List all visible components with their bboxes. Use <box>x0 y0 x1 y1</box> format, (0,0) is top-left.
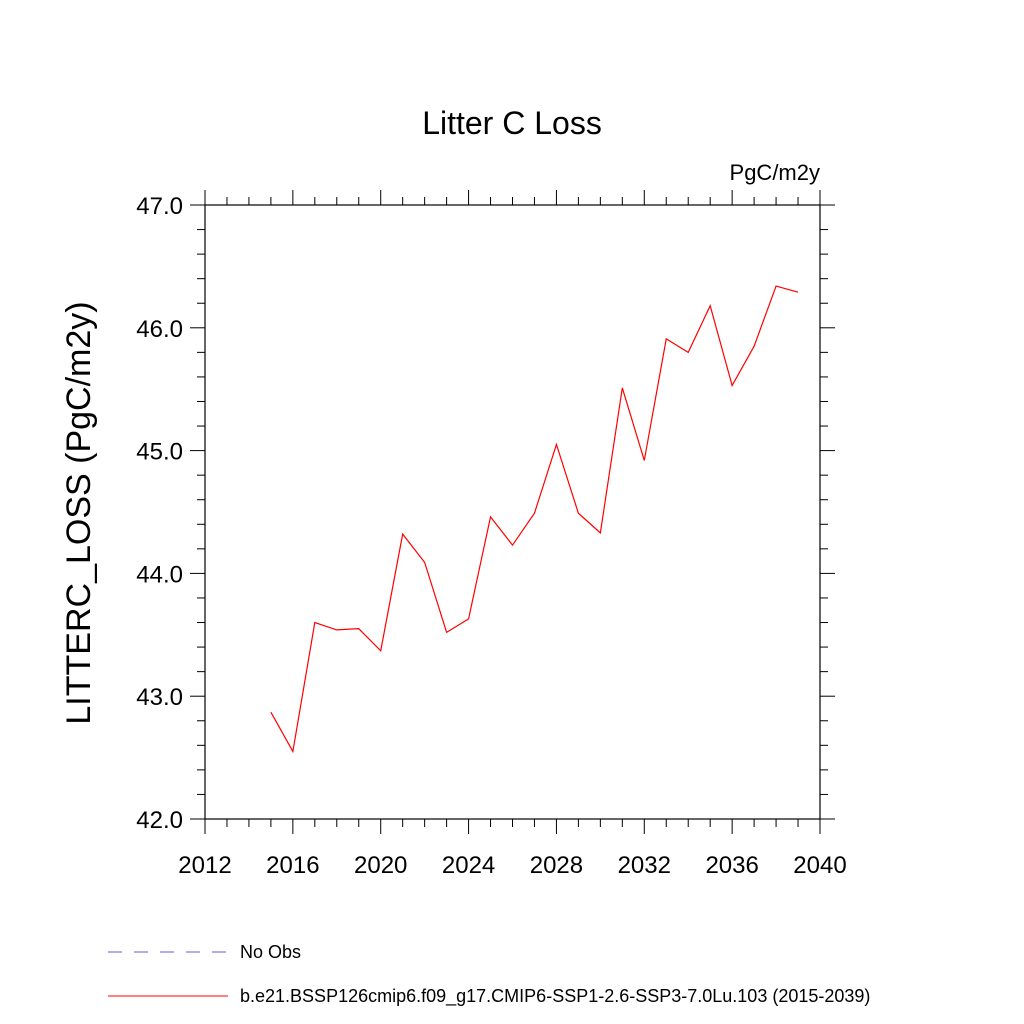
y-tick-label: 45.0 <box>136 439 183 466</box>
y-tick-label: 42.0 <box>136 807 183 834</box>
data-point <box>533 512 536 515</box>
x-tick-label: 2012 <box>178 852 231 879</box>
x-tick-label: 2024 <box>442 852 495 879</box>
data-point <box>467 617 470 620</box>
data-point <box>643 459 646 462</box>
data-point <box>489 515 492 518</box>
y-tick-label: 46.0 <box>136 316 183 343</box>
axes: 2012 2016 2020 2024 2028 2032 2036 2040 42.0 43.0… <box>136 190 847 879</box>
x-tick-label: 2020 <box>354 852 407 879</box>
data-point <box>577 512 580 515</box>
x-tick-label: 2040 <box>793 852 846 879</box>
y-tick-label: 47.0 <box>136 193 183 220</box>
data-point <box>709 304 712 307</box>
legend: No Obs b.e21.BSSP126cmip6.f09_g17.CMIP6-S… <box>108 942 870 1007</box>
units-label: PgC/m2y <box>730 160 820 185</box>
series-layer <box>269 285 800 754</box>
legend-label: No Obs <box>240 942 301 962</box>
data-point <box>511 544 514 547</box>
data-point <box>665 337 668 340</box>
x-tick-label: 2036 <box>705 852 758 879</box>
x-tick-label: 2032 <box>618 852 671 879</box>
data-point <box>291 750 294 753</box>
data-point <box>775 285 778 288</box>
data-point <box>753 345 756 348</box>
y-tick-label: 44.0 <box>136 561 183 588</box>
y-axis-label: LITTERC_LOSS (PgC/m2y) <box>60 301 98 724</box>
data-point <box>401 533 404 536</box>
x-tick-label: 2016 <box>266 852 319 879</box>
series-line <box>270 285 799 754</box>
data-point <box>357 627 360 630</box>
data-point <box>379 649 382 652</box>
data-point <box>797 291 800 294</box>
chart-title: Litter C Loss <box>422 105 602 141</box>
data-point <box>423 561 426 564</box>
data-point <box>335 628 338 631</box>
data-point <box>555 443 558 446</box>
data-point <box>269 711 272 714</box>
data-point <box>687 351 690 354</box>
x-tick-label: 2028 <box>530 852 583 879</box>
legend-label: b.e21.BSSP126cmip6.f09_g17.CMIP6-SSP1-2.… <box>240 986 870 1007</box>
data-point <box>731 384 734 387</box>
data-point <box>621 386 624 389</box>
y-tick-label: 43.0 <box>136 684 183 711</box>
data-point <box>445 631 448 634</box>
data-point <box>599 531 602 534</box>
data-point <box>313 621 316 624</box>
